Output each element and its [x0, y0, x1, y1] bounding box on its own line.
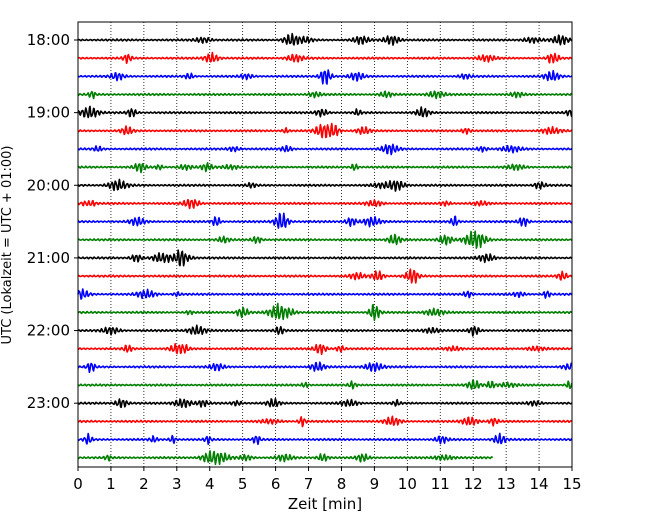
trace-2245	[77, 379, 573, 390]
trace-1800	[77, 32, 573, 46]
y-tick-label: 22:00	[27, 322, 70, 340]
trace-2000	[77, 178, 573, 192]
x-tick-label: 3	[172, 475, 182, 493]
x-tick-label: 8	[337, 475, 347, 493]
seismic-traces	[77, 32, 573, 466]
trace-1945	[77, 162, 572, 174]
x-tick-label: 13	[497, 475, 516, 493]
x-axis-label: Zeit [min]	[288, 495, 362, 513]
plot-frame	[77, 21, 573, 468]
trace-2230	[77, 361, 573, 374]
x-tick-label: 12	[464, 475, 483, 493]
trace-2215	[77, 342, 572, 356]
y-tick-label: 21:00	[27, 249, 70, 267]
x-tick-label: 11	[431, 475, 450, 493]
trace-2030	[77, 212, 573, 229]
trace-1915	[77, 122, 573, 139]
trace-2345	[77, 450, 494, 466]
trace-1930	[77, 143, 573, 156]
trace-2100	[77, 249, 573, 267]
x-tick-label: 7	[304, 475, 314, 493]
trace-1830	[77, 69, 573, 85]
trace-1815	[77, 51, 573, 65]
x-tick-label: 2	[139, 475, 149, 493]
x-tick-label: 9	[370, 475, 380, 493]
y-tick-label: 23:00	[27, 394, 70, 412]
trace-2145	[77, 302, 573, 322]
x-tick-label: 6	[271, 475, 281, 493]
x-tick-label: 4	[205, 475, 215, 493]
trace-2130	[77, 288, 573, 300]
trace-2015	[77, 199, 573, 210]
y-tick-label: 20:00	[27, 176, 70, 194]
x-tick-label: 0	[73, 475, 83, 493]
x-axis-ticks: 0 1 2 3 4 5 6 7 8 9 10 11 12 13 14 15	[73, 467, 582, 493]
trace-1900	[77, 105, 573, 119]
x-tick-label: 15	[562, 475, 581, 493]
y-tick-label: 19:00	[27, 104, 70, 122]
trace-2045	[77, 230, 573, 249]
trace-2330	[77, 432, 573, 446]
y-axis-label: UTC (Lokalzeit = UTC + 01:00)	[0, 146, 15, 345]
y-tick-label: 18:00	[27, 31, 70, 49]
trace-2115	[77, 268, 573, 284]
x-tick-label: 5	[238, 475, 248, 493]
trace-2315	[77, 415, 572, 428]
trace-2300	[77, 397, 573, 409]
x-tick-label: 1	[106, 475, 116, 493]
gridlines	[110, 22, 540, 467]
trace-2200	[77, 324, 573, 337]
x-tick-label: 10	[398, 475, 417, 493]
trace-1845	[77, 90, 573, 100]
x-tick-label: 14	[530, 475, 549, 493]
y-axis-ticks: 18:00 19:00 20:00 21:00 22:00 23:00	[27, 31, 78, 412]
